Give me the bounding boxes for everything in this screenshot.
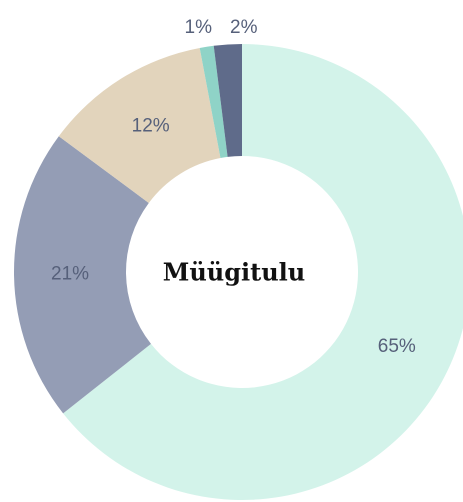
slice [63, 44, 463, 500]
slice [213, 44, 242, 157]
value-label: 2% [230, 17, 258, 38]
value-label: 21% [51, 264, 89, 285]
slice [13, 136, 151, 414]
value-label: 65% [378, 336, 416, 357]
chart-title: Müügitulu [163, 258, 305, 287]
value-label: 12% [132, 115, 170, 136]
slice [199, 45, 228, 159]
slice [58, 47, 221, 203]
value-label: 1% [185, 17, 213, 38]
